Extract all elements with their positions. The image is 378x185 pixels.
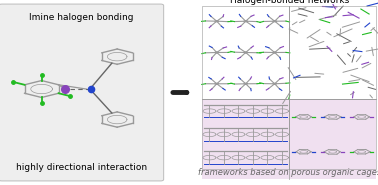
- Text: Halogen-bonded networks: Halogen-bonded networks: [229, 0, 349, 5]
- Text: frameworks based on porous organic cages: frameworks based on porous organic cages: [198, 168, 378, 177]
- Bar: [289, 6, 376, 100]
- Bar: [289, 100, 376, 169]
- Bar: [202, 6, 289, 100]
- Text: Imine halogen bonding: Imine halogen bonding: [29, 13, 133, 22]
- Bar: [202, 100, 289, 169]
- Text: highly directional interaction: highly directional interaction: [16, 163, 147, 172]
- FancyBboxPatch shape: [0, 4, 164, 181]
- FancyArrowPatch shape: [173, 92, 187, 93]
- Bar: [202, 100, 376, 179]
